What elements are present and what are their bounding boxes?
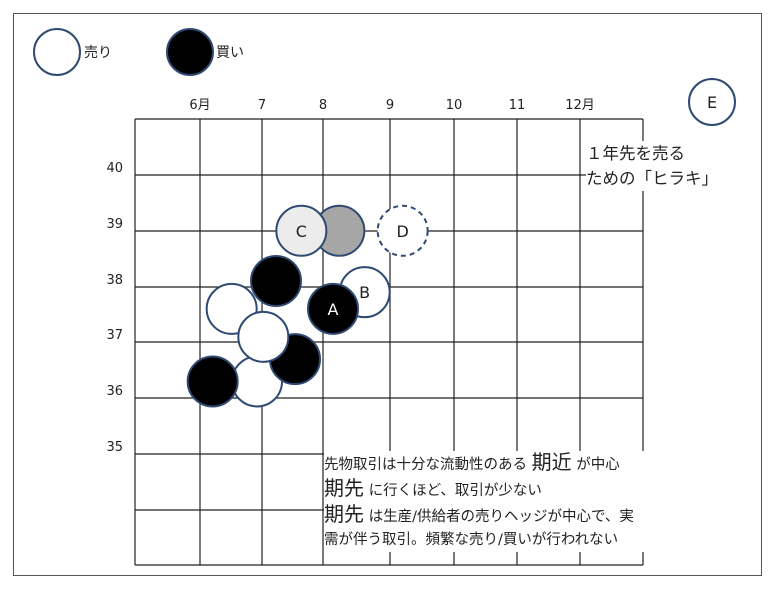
stone-label: A [328, 300, 339, 319]
note-line-1-pre: 先物取引は十分な流動性のある [324, 457, 527, 473]
explanation-note: 先物取引は十分な流動性のある 期近 が中心 期先 に行くほど、取引が少ない 期先… [324, 451, 744, 552]
stones-layer: B A C D [186, 204, 429, 408]
legend-sell-label: 売り [84, 45, 112, 61]
legend-sell-stone [33, 28, 81, 76]
price-label: 37 [106, 328, 123, 343]
note-line-1-post: が中心 [576, 457, 620, 473]
stone-dashed [376, 204, 429, 257]
stone-label: D [397, 222, 409, 241]
price-label: 39 [106, 217, 123, 232]
month-label: 11 [509, 98, 526, 113]
month-label: 12月 [565, 98, 595, 113]
month-label: 10 [446, 98, 463, 113]
month-axis: 6月 7 8 9 10 11 12月 [189, 98, 594, 113]
legend-buy-stone [166, 28, 214, 76]
price-axis: 40 39 38 37 36 35 [106, 161, 123, 455]
stone-lightgray [275, 204, 328, 257]
label-e-circle [688, 78, 736, 126]
hiraki-line-2: ための「ヒラキ」 [586, 169, 718, 188]
stone-white [237, 310, 290, 363]
stone-label: C [296, 222, 307, 241]
price-label: 35 [106, 440, 123, 455]
hiraki-line-1: １年先を売る [586, 144, 685, 163]
note-line-2-big: 期先 [324, 476, 364, 500]
stone-black [250, 255, 302, 308]
note-line-2: 期先 に行くほど、取引が少ない [324, 477, 744, 503]
note-line-1-big: 期近 [531, 450, 572, 474]
note-line-2-post: に行くほど、取引が少ない [368, 483, 542, 499]
price-label: 40 [106, 161, 123, 176]
hiraki-note: １年先を売る ための「ヒラキ」 [586, 141, 746, 191]
stone-black [186, 355, 239, 408]
month-label: 7 [258, 98, 266, 113]
note-line-3-big: 期先 [324, 502, 364, 526]
note-line-3-post: は生産/供給者の売りヘッジが中心で、実 [368, 509, 634, 525]
price-label: 36 [106, 384, 123, 399]
stone-label: B [359, 283, 370, 302]
legend-buy-label: 買い [216, 45, 244, 61]
diagram-frame [13, 13, 762, 576]
note-line-4: 需が伴う取引。頻繁な売り/買いが行われない [324, 532, 619, 548]
price-label: 38 [106, 273, 123, 288]
note-line-1: 先物取引は十分な流動性のある 期近 が中心 [324, 451, 744, 477]
month-label: 8 [319, 98, 327, 113]
month-label: 9 [386, 98, 394, 113]
label-e: E [707, 93, 717, 112]
stone-black [307, 282, 359, 335]
note-line-3: 期先 は生産/供給者の売りヘッジが中心で、実 [324, 503, 744, 529]
month-label: 6月 [189, 98, 210, 113]
